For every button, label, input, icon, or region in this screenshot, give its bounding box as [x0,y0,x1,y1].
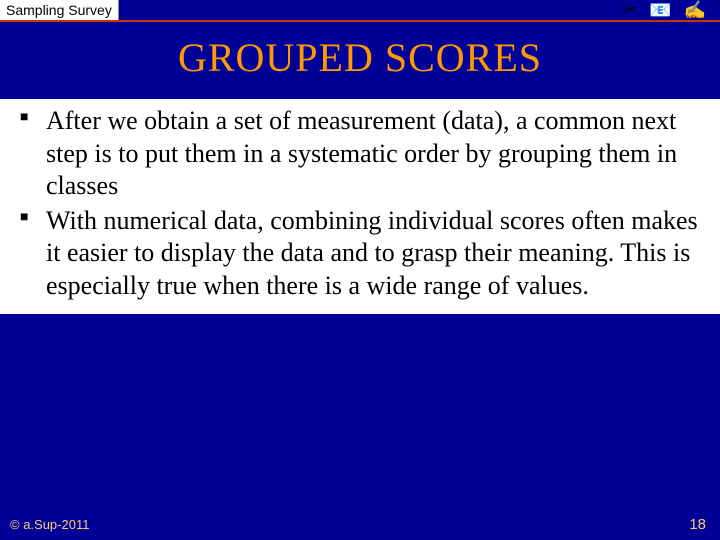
scissors-icon: ✂ [622,1,637,19]
content-area: After we obtain a set of measurement (da… [0,99,720,314]
header-bar: Sampling Survey ✂ 📧 ✍ [0,0,720,22]
hand-writing-icon: ✍ [684,1,706,19]
copyright-text: © a.Sup-2011 [10,517,89,532]
header-spacer [119,0,608,20]
envelope-icon: 📧 [649,1,671,19]
header-icons: ✂ 📧 ✍ [608,0,720,20]
slide: Sampling Survey ✂ 📧 ✍ GROUPED SCORES Aft… [0,0,720,540]
bullet-list: After we obtain a set of measurement (da… [18,105,702,302]
footer: © a.Sup-2011 18 [0,512,720,540]
slide-title: GROUPED SCORES [0,22,720,99]
bullet-item: After we obtain a set of measurement (da… [18,105,702,203]
page-number: 18 [689,516,706,533]
bullet-item: With numerical data, combining individua… [18,205,702,303]
header-label: Sampling Survey [0,0,119,20]
